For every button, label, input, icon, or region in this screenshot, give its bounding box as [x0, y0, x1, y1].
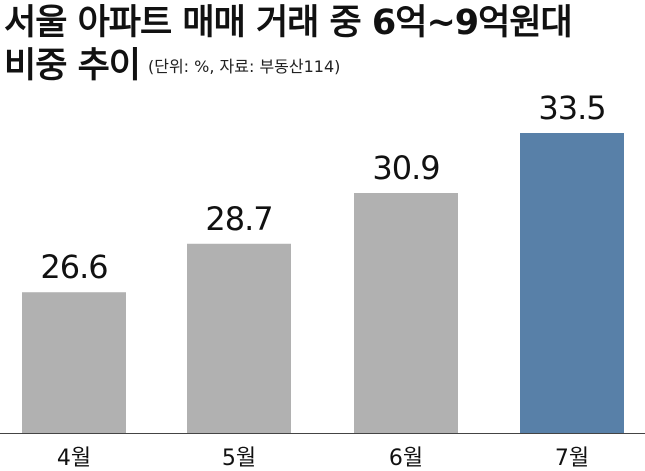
value-label-1: 26.6 — [40, 248, 107, 286]
bar-4 — [520, 133, 624, 433]
value-label-group: 26.6 28.7 30.9 33.5 — [40, 89, 606, 286]
bar-group — [22, 133, 624, 433]
unit-source-note: (단위: %, 자료: 부동산114) — [148, 56, 341, 76]
title-line-1: 서울 아파트 매매 거래 중 6억~9억원대 — [4, 3, 573, 43]
bar-2 — [187, 243, 291, 433]
chart-title: 서울 아파트 매매 거래 중 6억~9억원대 비중 추이 (단위: %, 자료: … — [4, 2, 573, 88]
value-label-3: 30.9 — [372, 149, 439, 187]
bar-1 — [22, 292, 126, 433]
bar-3 — [354, 193, 458, 433]
value-label-2: 28.7 — [205, 200, 272, 238]
title-line-2-text: 비중 추이 — [4, 45, 141, 86]
value-label-4: 33.5 — [538, 89, 605, 127]
category-label-4: 7월 — [555, 446, 589, 471]
title-line-2: 비중 추이 (단위: %, 자료: 부동산114) — [4, 45, 572, 88]
category-label-3: 6월 — [389, 446, 423, 471]
category-label-2: 5월 — [222, 446, 256, 471]
category-label-1: 4월 — [57, 446, 91, 471]
category-label-group: 4월 5월 6월 7월 — [57, 446, 589, 471]
